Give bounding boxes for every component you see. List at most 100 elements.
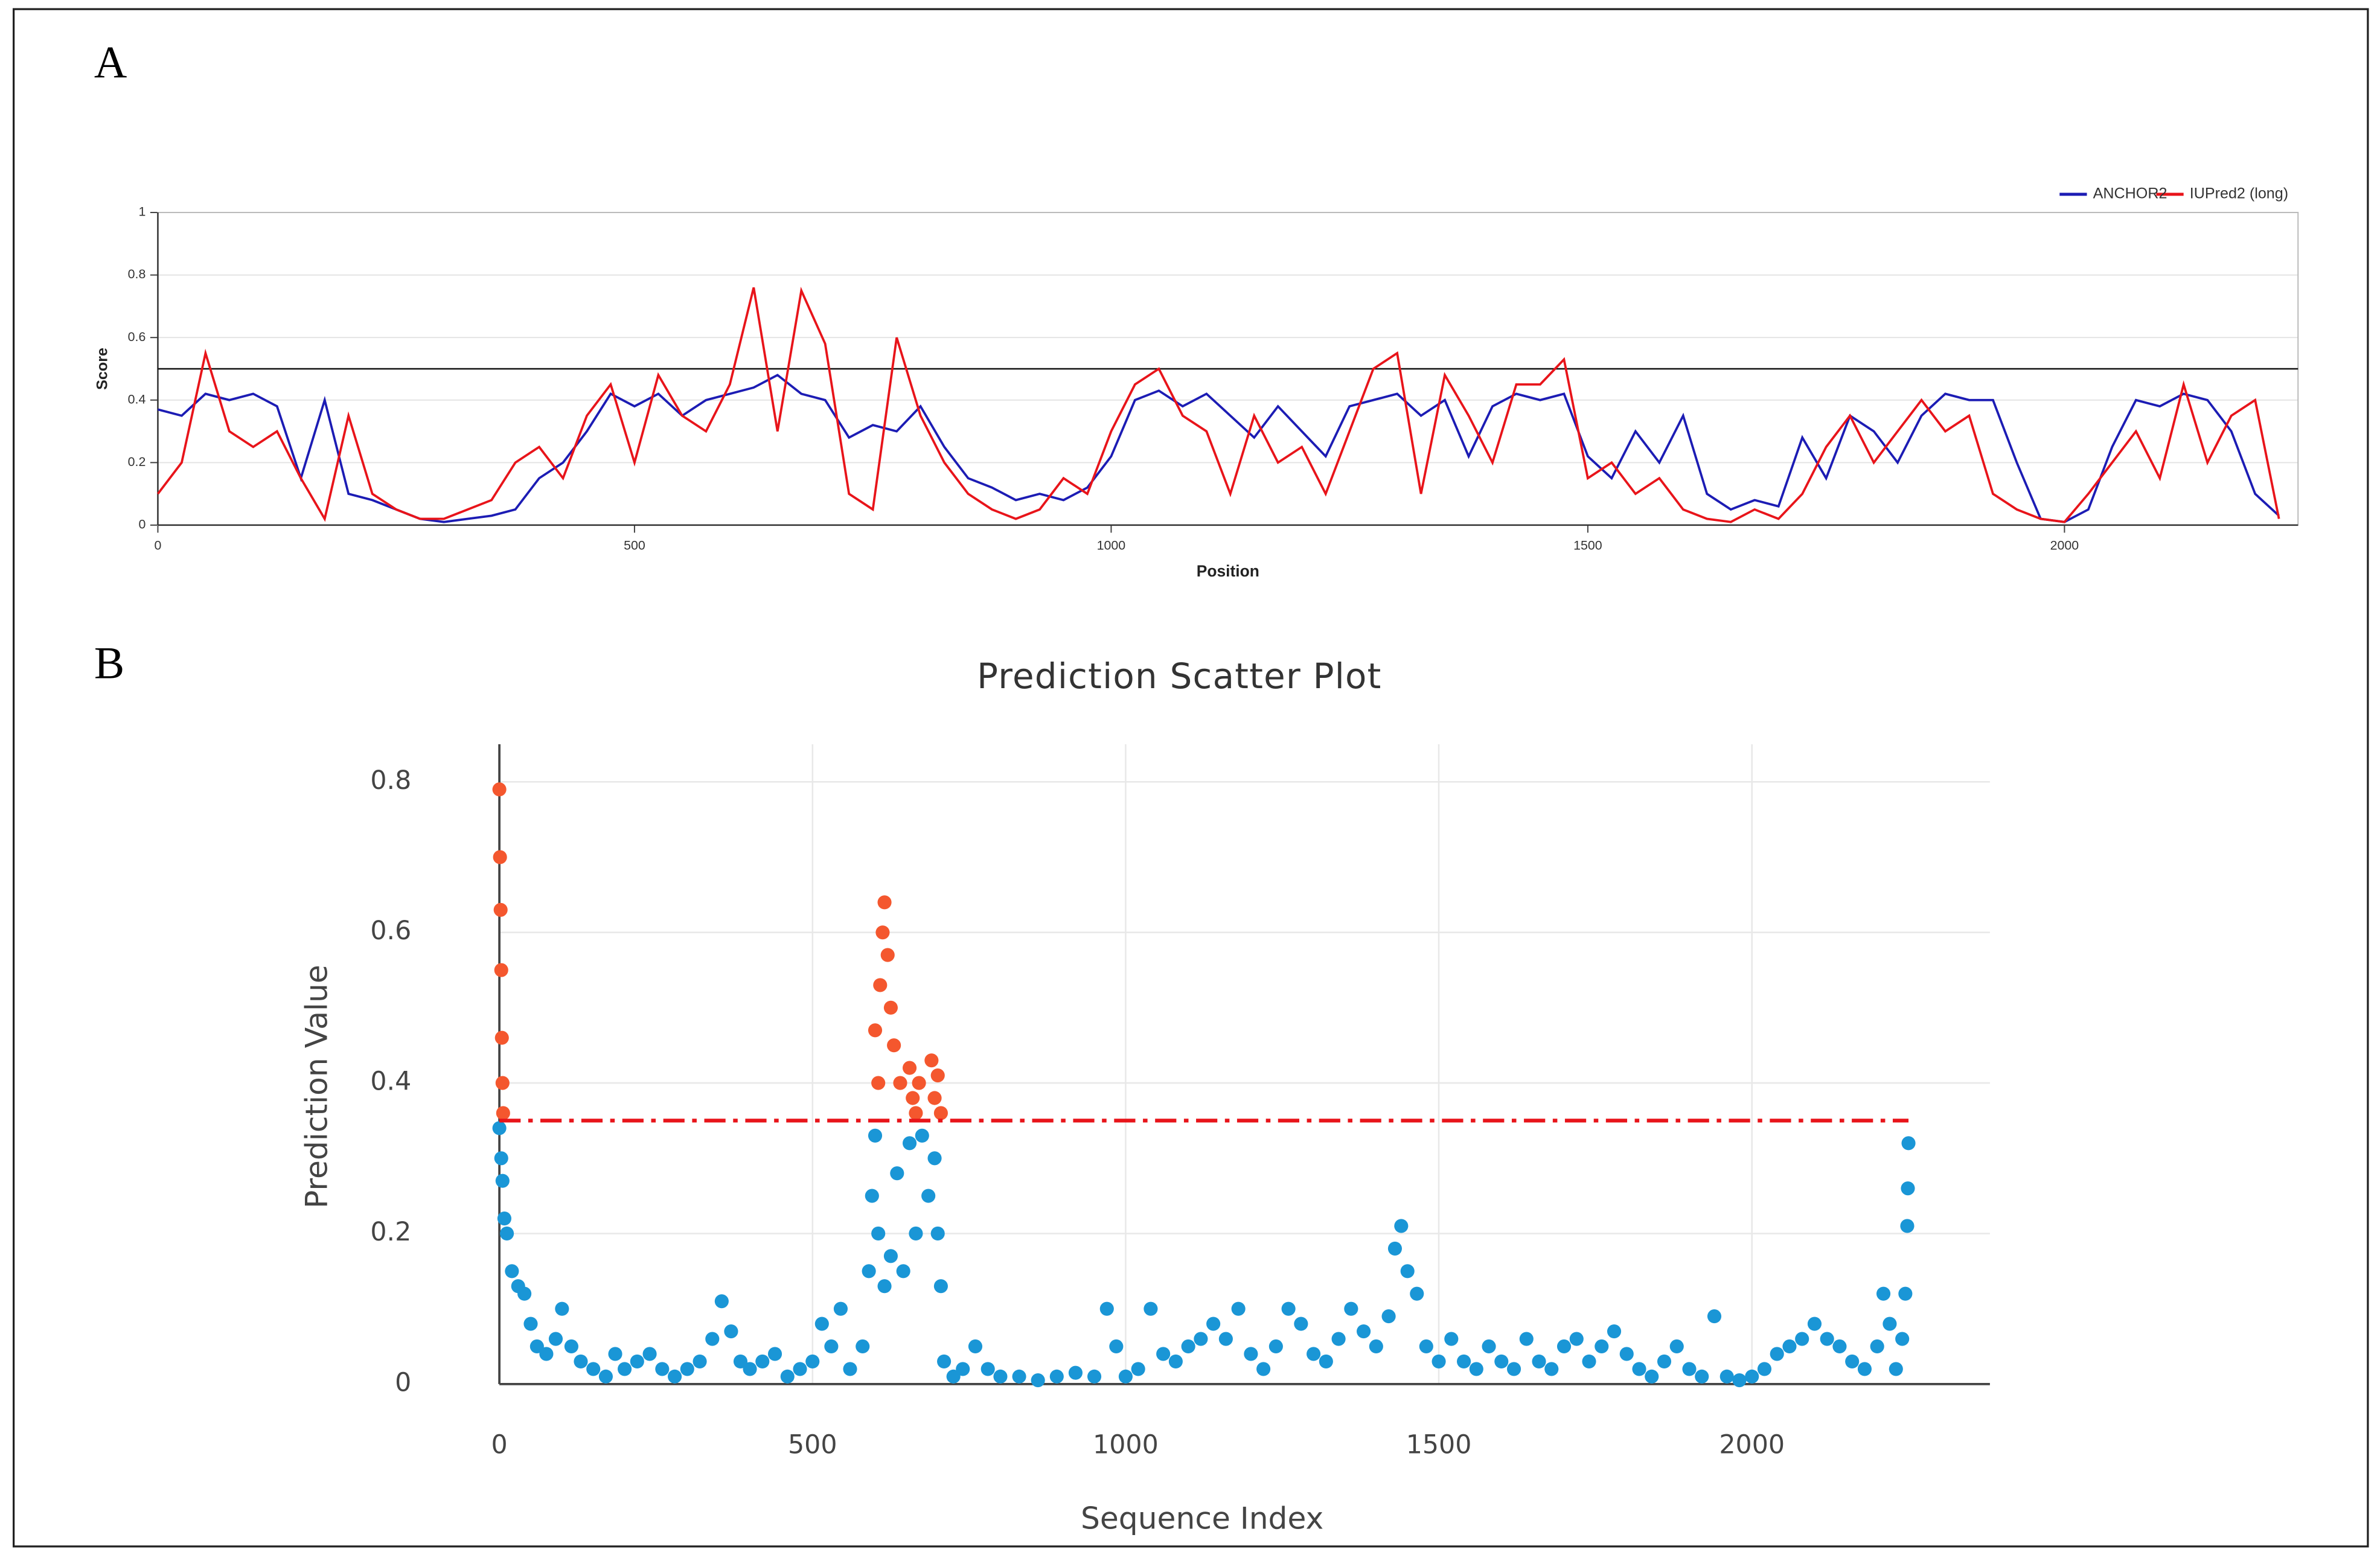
y-tick-label: 1 xyxy=(138,205,146,219)
x-tick-label: 2000 xyxy=(2050,538,2079,553)
scatter-point xyxy=(494,1030,509,1045)
scatter-point xyxy=(1144,1301,1158,1316)
scatter-point xyxy=(1820,1332,1834,1346)
scatter-point xyxy=(574,1354,588,1368)
scatter-point xyxy=(1619,1347,1634,1361)
scatter-point xyxy=(927,1091,942,1105)
scatter-point xyxy=(906,1091,920,1105)
scatter-point xyxy=(780,1369,795,1384)
legend-label: ANCHOR2 xyxy=(2093,185,2167,202)
series-line xyxy=(157,374,2280,523)
scatter-point xyxy=(494,963,508,977)
panel-label: B xyxy=(94,639,124,689)
scatter-point xyxy=(495,1173,510,1188)
scatter-point xyxy=(933,1279,948,1294)
scatter-point xyxy=(529,1339,544,1354)
scatter-point xyxy=(1657,1354,1672,1368)
scatter-point xyxy=(1156,1347,1171,1361)
scatter-point xyxy=(1410,1286,1424,1301)
chart-title: Prediction Scatter Plot xyxy=(977,656,1381,697)
scatter-point xyxy=(814,1317,829,1331)
scatter-point xyxy=(1281,1301,1296,1316)
scatter-point xyxy=(912,1076,926,1090)
scatter-point xyxy=(517,1286,532,1301)
scatter-point xyxy=(1632,1362,1646,1376)
scatter-point xyxy=(1900,1219,1915,1233)
scatter-point xyxy=(680,1362,694,1376)
x-axis-label: Position xyxy=(1197,562,1259,580)
y-tick-label: 0 xyxy=(395,1367,411,1397)
scatter-point xyxy=(1770,1347,1784,1361)
scatter-point xyxy=(856,1339,870,1354)
x-tick-label: 1500 xyxy=(1406,1429,1472,1460)
scatter-point xyxy=(494,1151,508,1166)
scatter-point xyxy=(523,1317,538,1331)
x-tick-label: 0 xyxy=(155,538,162,553)
scatter-point xyxy=(1889,1362,1903,1376)
scatter-point xyxy=(1645,1369,1659,1384)
y-tick-label: 0.8 xyxy=(370,765,411,796)
scatter-point xyxy=(586,1362,601,1376)
scatter-point xyxy=(1206,1317,1221,1331)
scatter-point xyxy=(1268,1339,1283,1354)
scatter-point xyxy=(805,1354,820,1368)
scatter-point xyxy=(1682,1362,1697,1376)
scatter-point xyxy=(1231,1301,1246,1316)
scatter-point xyxy=(880,948,895,962)
scatter-point xyxy=(608,1347,622,1361)
scatter-point xyxy=(873,978,888,992)
scatter-point xyxy=(893,1076,907,1090)
scatter-point xyxy=(495,1076,510,1090)
figure-border xyxy=(12,8,2369,1548)
x-tick-label: 1500 xyxy=(1573,538,1602,553)
scatter-point xyxy=(1244,1347,1258,1361)
scatter-point xyxy=(714,1294,729,1309)
scatter-point xyxy=(1845,1354,1860,1368)
scatter-point xyxy=(1087,1369,1102,1384)
scatter-point xyxy=(1419,1339,1433,1354)
scatter-point xyxy=(1194,1332,1208,1346)
scatter-point xyxy=(890,1166,904,1181)
y-tick-label: 0.8 xyxy=(128,267,146,281)
scatter-point xyxy=(909,1106,923,1120)
scatter-point xyxy=(1469,1362,1483,1376)
scatter-point xyxy=(1307,1347,1321,1361)
scatter-point xyxy=(868,1023,883,1038)
scatter-point xyxy=(755,1354,770,1368)
x-tick-label: 1000 xyxy=(1097,538,1126,553)
scatter-point xyxy=(1369,1339,1383,1354)
scatter-point xyxy=(824,1339,839,1354)
y-tick-label: 0.2 xyxy=(370,1217,411,1247)
y-tick-label: 0.4 xyxy=(370,1067,411,1097)
scatter-point xyxy=(793,1362,807,1376)
x-tick-label: 500 xyxy=(624,538,645,553)
scatter-point xyxy=(499,1226,514,1241)
scatter-point xyxy=(693,1354,707,1368)
scatter-point xyxy=(868,1128,883,1143)
x-axis-label: Sequence Index xyxy=(1081,1501,1323,1536)
scatter-point xyxy=(1131,1362,1145,1376)
scatter-point xyxy=(630,1354,644,1368)
scatter-point xyxy=(1012,1369,1026,1384)
scatter-point xyxy=(1898,1286,1913,1301)
scatter-point xyxy=(1832,1339,1847,1354)
scatter-point xyxy=(505,1264,519,1279)
scatter-point xyxy=(1582,1354,1596,1368)
scatter-point xyxy=(496,1106,510,1120)
scatter-point xyxy=(492,782,507,797)
scatter-point xyxy=(1049,1369,1064,1384)
scatter-point xyxy=(875,925,890,940)
scatter-point xyxy=(1218,1332,1233,1346)
scatter-point xyxy=(1695,1369,1709,1384)
y-axis-label: Prediction Value xyxy=(298,965,334,1208)
x-tick-label: 2000 xyxy=(1719,1429,1785,1460)
scatter-point xyxy=(667,1369,682,1384)
scatter-point xyxy=(933,1106,948,1120)
scatter-point xyxy=(1444,1332,1459,1346)
scatter-point xyxy=(1707,1309,1722,1324)
scatter-point xyxy=(1883,1317,1897,1331)
scatter-point xyxy=(924,1053,939,1068)
scatter-point xyxy=(767,1347,782,1361)
scatter-point xyxy=(1901,1181,1915,1196)
